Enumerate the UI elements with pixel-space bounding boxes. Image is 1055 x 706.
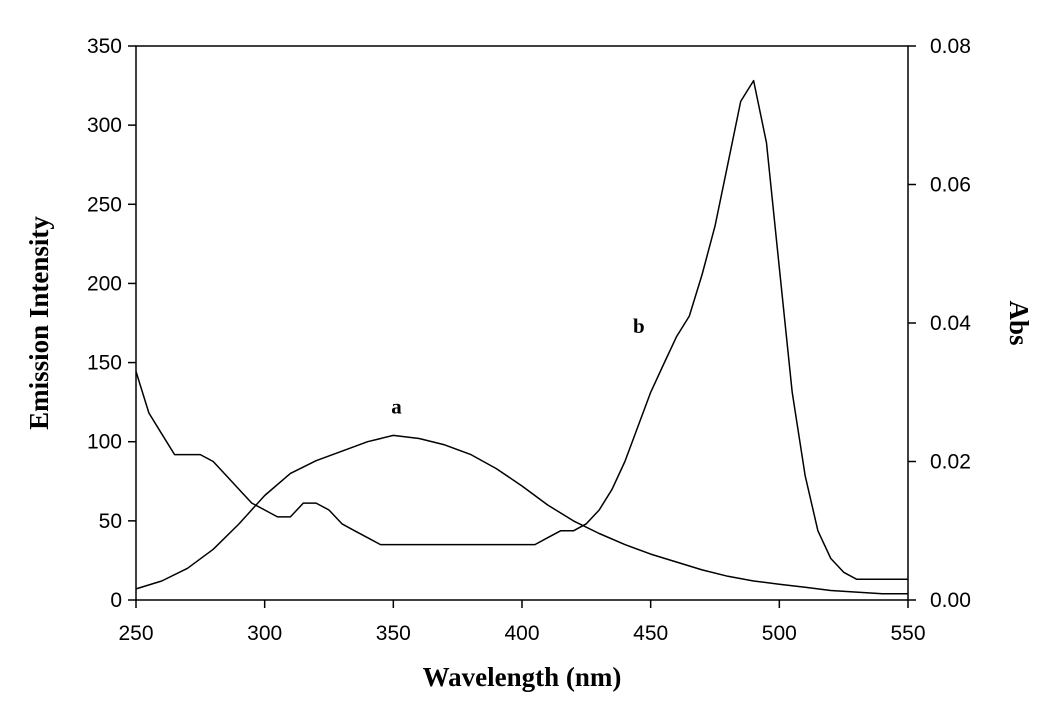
y-tick-label: 0 — [110, 589, 122, 612]
curve-label-b: b — [633, 314, 645, 338]
x-tick-label: 450 — [633, 622, 668, 645]
x-tick-label: 400 — [504, 622, 539, 645]
curve-annotations: ab — [391, 314, 644, 419]
x-axis-title: Wavelength (nm) — [423, 662, 622, 692]
x-tick-label: 300 — [247, 622, 282, 645]
x-axis-ticks: 250 300 350 400 450 500 550 — [118, 600, 926, 645]
x-tick-label: 250 — [118, 622, 153, 645]
y-tick-label: 150 — [87, 352, 122, 375]
y2-tick-label: 0.04 — [930, 312, 971, 335]
y-tick-label: 250 — [87, 193, 122, 216]
plot-border — [135, 45, 909, 601]
x-tick-label: 350 — [376, 622, 411, 645]
curve-label-a: a — [391, 394, 402, 418]
y2-tick-label: 0.00 — [930, 589, 971, 612]
left-y-axis-ticks: 0 50 100 150 200 250 300 350 — [87, 35, 136, 612]
right-y-axis-title: Abs — [1004, 300, 1034, 345]
y2-tick-label: 0.08 — [930, 35, 971, 58]
curves — [135, 79, 908, 595]
y2-tick-label: 0.02 — [930, 451, 971, 474]
y-tick-label: 350 — [87, 35, 122, 58]
y-tick-label: 300 — [87, 114, 122, 137]
y-tick-label: 200 — [87, 272, 122, 295]
y-tick-label: 50 — [99, 510, 122, 533]
x-tick-label: 550 — [890, 622, 925, 645]
right-y-axis-ticks: 0.00 0.02 0.04 0.06 0.08 — [908, 35, 971, 612]
left-y-axis-title: Emission Intensity — [24, 216, 54, 430]
y-tick-label: 100 — [87, 431, 122, 454]
y2-tick-label: 0.06 — [930, 174, 971, 197]
x-tick-label: 500 — [762, 622, 797, 645]
curve-b — [135, 79, 908, 580]
curve-a — [135, 434, 908, 595]
plot-frame — [135, 45, 909, 601]
